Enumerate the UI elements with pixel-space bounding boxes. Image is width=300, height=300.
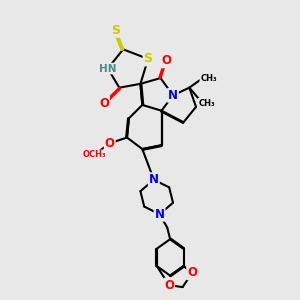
Text: N: N: [168, 89, 178, 102]
Text: S: S: [144, 52, 153, 65]
Text: O: O: [187, 266, 197, 279]
Text: O: O: [99, 97, 109, 110]
Text: O: O: [105, 137, 115, 150]
Text: CH₃: CH₃: [198, 98, 215, 107]
Text: CH₃: CH₃: [200, 74, 217, 82]
Text: O: O: [164, 279, 174, 292]
Text: HN: HN: [99, 64, 117, 74]
Text: S: S: [111, 24, 120, 37]
Text: O: O: [161, 54, 171, 67]
Text: OCH₃: OCH₃: [82, 150, 106, 159]
Text: N: N: [149, 173, 159, 186]
Text: N: N: [154, 208, 165, 221]
